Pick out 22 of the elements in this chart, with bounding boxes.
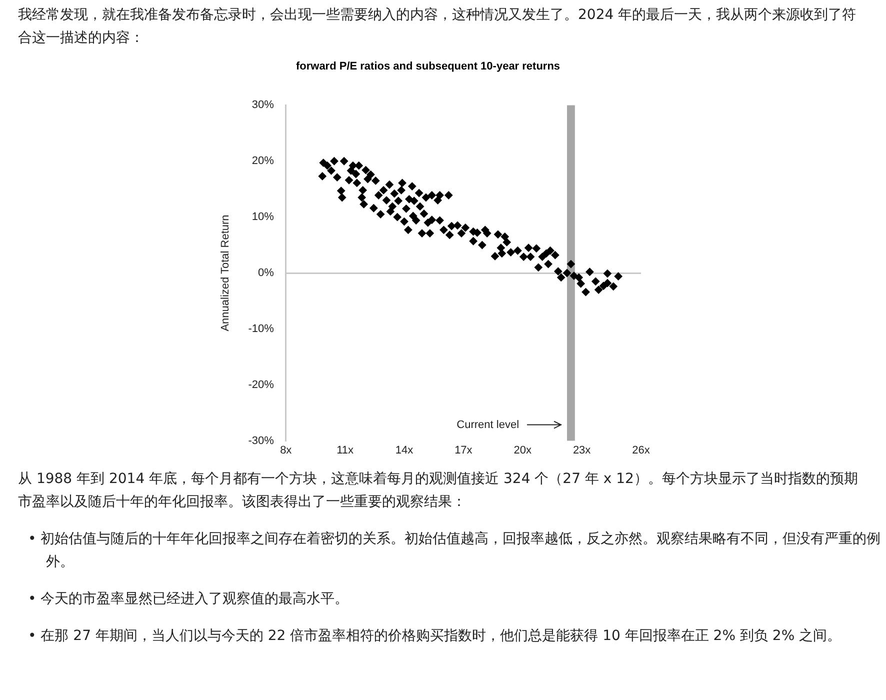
x-tick-label: 23x [572, 444, 592, 456]
y-tick-label: 20% [252, 155, 274, 168]
chart-title: forward P/E ratios and subsequent 10-year returns [296, 60, 560, 73]
y-tick-label: -20% [248, 378, 274, 391]
annotation: Current level [456, 418, 520, 431]
y-tick-label: -30% [248, 434, 274, 447]
y-axis-title: Annualized Total Return [220, 214, 232, 332]
y-tick-label: 30% [252, 99, 274, 112]
y-tick-label: -10% [248, 322, 274, 335]
text: • 在那 27 年期间，当人们以与今天的 22 倍市盈率相符的价格购买指数时，他们总是能获得 10 年回报率在正 2% 到负 2% 之间。 [28, 627, 842, 646]
x-tick-label: 14x [395, 444, 414, 456]
text: 从 1988 年到 2014 年底，每个月都有一个方块，这意味着每月的观测值接近 324 个（27 年 x 12）。每个方块显示了当时指数的预期市盈率以及随后十年的年化回报率。该图表得出了一些重要的观察结果： [17, 470, 859, 512]
y-tick-label: 10% [252, 211, 274, 224]
text: 我经常发现，就在我准备发布备忘录时，会出现一些需要纳入的内容，这种情况又发生了。2024 年的最后一天，我从两个来源收到了符合这一描述的内容： [17, 6, 858, 48]
text: • 初始估值与随后的十年年化回报率之间存在着密切的关系。初始估值越高，回报率越低，反之亦然。观察结果略有不同，但没有严重的例外。 [28, 530, 882, 572]
x-tick-label: 11x [336, 444, 354, 456]
y-tick-label: 0% [258, 267, 274, 280]
x-tick-label: 26x [632, 444, 650, 456]
text: • 今天的市盈率显然已经进入了观察值的最高水平。 [28, 590, 350, 609]
x-tick-label: 8x [280, 444, 292, 456]
x-tick-label: 20x [514, 444, 532, 456]
x-tick-label: 17x [454, 444, 473, 456]
